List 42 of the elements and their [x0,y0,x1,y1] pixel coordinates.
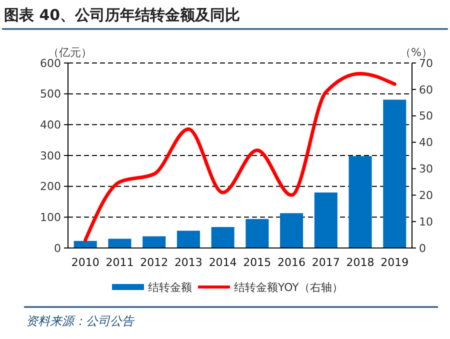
bar [246,219,269,248]
y2-tick-label: 50 [419,110,433,123]
bar [211,227,234,248]
y2-tick-label: 60 [419,83,433,96]
y2-tick-label: 0 [419,242,426,255]
x-tick-label: 2012 [140,256,168,269]
text: 资料来源：公司公告 [26,314,135,328]
bar [383,100,406,248]
x-tick-label: 2015 [243,256,272,269]
x-tick-label: 2018 [346,256,374,269]
x-tick-label: 2017 [312,256,340,269]
y2-axis-title: （%） [400,46,432,59]
x-tick-label: 2013 [174,256,202,269]
x-tick-label: 2016 [278,256,306,269]
y2-tick-label: 30 [419,162,433,176]
y2-tick-label: 40 [419,136,433,150]
y-tick-label: 200 [40,180,61,194]
chart-title: 图表 40、公司历年结转金额及同比 [4,6,240,24]
legend-label: 结转金额 [148,280,192,294]
legend-label: 结转金额YOY（右轴） [234,280,343,294]
x-tick-label: 2019 [380,256,409,269]
bar [314,192,338,248]
bar [176,230,200,248]
y-tick-label: 600 [40,56,61,70]
bar [348,156,372,248]
x-tick-label: 2011 [106,256,134,269]
y-tick-label: 300 [40,149,61,162]
y-tick-label: 400 [40,118,61,132]
y-tick-label: 500 [40,88,61,101]
bar [74,240,97,248]
x-tick-label: 2010 [71,256,100,269]
y2-tick-label: 10 [419,215,433,228]
y-tick-label: 100 [40,211,61,224]
y-tick-label: 0 [54,242,61,255]
y2-tick-label: 70 [419,56,433,70]
y-axis-title: （亿元） [48,46,92,59]
bar [280,213,304,248]
bar [142,236,166,248]
y2-tick-label: 20 [419,188,433,202]
line-series [84,72,396,242]
bar [108,238,132,248]
x-tick-label: 2014 [208,256,237,269]
